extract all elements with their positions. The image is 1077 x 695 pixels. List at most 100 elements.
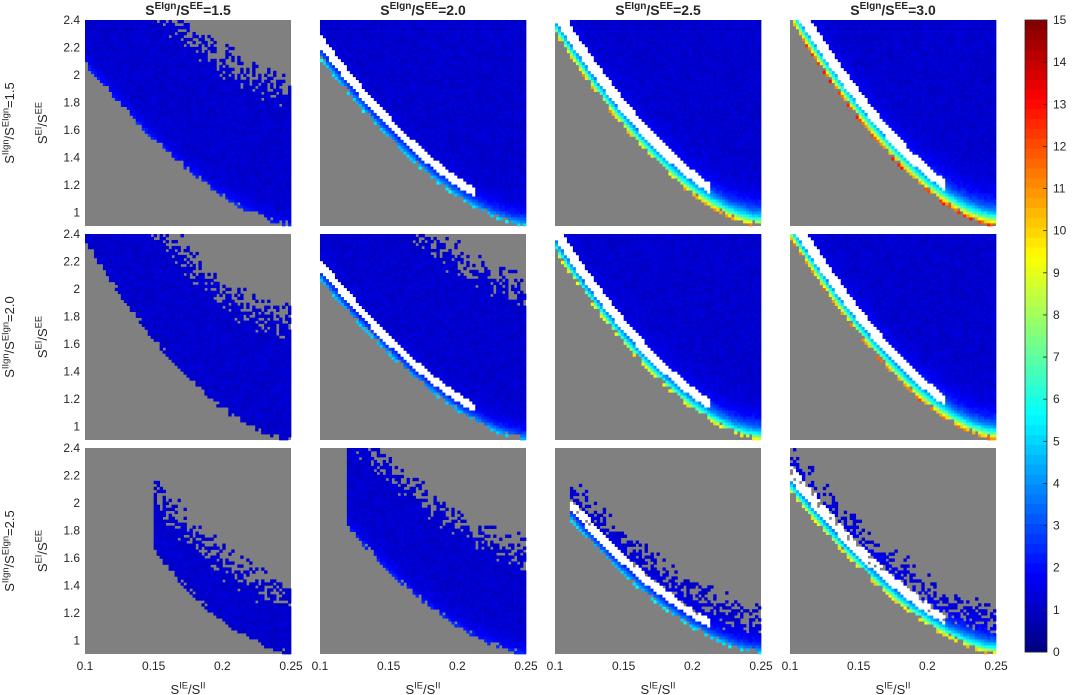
heatmap-cell: [397, 142, 401, 146]
heatmap-cell: [370, 73, 375, 78]
heatmap-cell: [442, 88, 446, 93]
heatmap-cell: [442, 85, 446, 90]
heatmap-cell: [352, 70, 357, 75]
heatmap-cell: [210, 139, 214, 143]
heatmap-cell: [264, 91, 268, 95]
heatmap-cell: [406, 55, 410, 60]
heatmap-cell: [138, 25, 143, 30]
heatmap-cell: [448, 49, 452, 54]
heatmap-cell: [234, 136, 238, 140]
heatmap-cell: [478, 181, 482, 185]
heatmap-cell: [361, 25, 366, 30]
heatmap-cell: [141, 43, 146, 48]
heatmap-cell: [346, 73, 351, 78]
heatmap-cell: [258, 97, 262, 101]
heatmap-cell: [385, 94, 390, 98]
heatmap-cell: [469, 184, 473, 188]
heatmap-cell: [126, 55, 131, 60]
heatmap-cell: [361, 64, 366, 69]
heatmap-cell: [204, 130, 208, 134]
heatmap-cell: [436, 112, 440, 116]
heatmap-cell: [430, 169, 434, 173]
heatmap-cell: [267, 163, 271, 167]
heatmap-cell: [285, 202, 289, 206]
heatmap-cell: [430, 121, 434, 125]
heatmap-cell: [141, 70, 146, 75]
heatmap-cell: [228, 97, 232, 101]
heatmap-cell: [273, 163, 277, 167]
heatmap-cell: [201, 124, 205, 128]
heatmap-cell: [285, 121, 289, 125]
heatmap-cell: [388, 55, 393, 60]
heatmap-cell: [478, 169, 482, 173]
heatmap-cell: [418, 70, 422, 75]
heatmap-cell: [463, 43, 467, 48]
heatmap-cell: [433, 85, 437, 90]
heatmap-cell: [427, 166, 431, 170]
heatmap-cell: [448, 112, 452, 116]
heatmap-cell: [222, 157, 226, 161]
heatmap-cell: [397, 25, 401, 30]
heatmap-cell: [403, 145, 407, 149]
heatmap-cell: [451, 130, 455, 134]
heatmap-cell: [150, 112, 155, 116]
heatmap-cell: [264, 154, 268, 158]
heatmap-cell: [463, 88, 467, 93]
heatmap-cell: [237, 166, 241, 170]
heatmap-cell: [320, 31, 324, 36]
heatmap-cell: [415, 94, 419, 98]
heatmap-cell: [234, 169, 238, 173]
heatmap-cell: [282, 130, 286, 134]
heatmap-cell: [246, 85, 250, 90]
heatmap-cell: [472, 91, 476, 95]
heatmap-cell: [153, 130, 158, 134]
heatmap-cell: [240, 109, 244, 113]
heatmap-cell: [219, 139, 223, 143]
heatmap-cell: [249, 196, 253, 200]
heatmap-cell: [439, 82, 443, 87]
heatmap-cell: [276, 151, 280, 155]
heatmap-cell: [343, 73, 348, 78]
heatmap-cell: [225, 136, 229, 140]
heatmap-cell: [406, 139, 410, 143]
heatmap-cell: [156, 46, 160, 51]
heatmap-cell: [99, 73, 104, 78]
heatmap-cell: [153, 49, 158, 54]
heatmap-cell: [147, 58, 152, 63]
heatmap-cell: [270, 133, 274, 137]
heatmap-cell: [237, 124, 241, 128]
heatmap-cell: [93, 28, 98, 33]
heatmap-cell: [288, 121, 292, 125]
heatmap-cell: [105, 61, 110, 66]
heatmap-cell: [454, 20, 458, 24]
heatmap-cell: [288, 184, 292, 188]
heatmap-cell: [138, 76, 143, 81]
heatmap-cell: [433, 172, 437, 176]
heatmap-cell: [412, 34, 416, 39]
heatmap-cell: [373, 25, 378, 30]
heatmap-cell: [430, 106, 434, 110]
heatmap-cell: [177, 115, 181, 119]
heatmap-cell: [478, 160, 482, 164]
heatmap-cell: [472, 67, 476, 72]
heatmap-cell: [246, 115, 250, 119]
heatmap-cell: [186, 157, 190, 161]
heatmap-cell: [237, 121, 241, 125]
heatmap-cell: [454, 175, 458, 179]
heatmap-cell: [379, 28, 384, 33]
heatmap-cell: [406, 91, 410, 95]
heatmap-cell: [99, 43, 104, 48]
heatmap-cell: [258, 166, 262, 170]
heatmap-cell: [141, 79, 146, 84]
heatmap-cell: [466, 49, 470, 54]
heatmap-cell: [466, 61, 470, 66]
heatmap-cell: [466, 79, 470, 84]
heatmap-cell: [421, 112, 425, 116]
heatmap-cell: [355, 46, 360, 51]
heatmap-cell: [261, 112, 265, 116]
heatmap-cell: [102, 49, 107, 54]
heatmap-cell: [210, 133, 214, 137]
heatmap-cell: [144, 130, 149, 134]
heatmap-cell: [171, 118, 175, 122]
heatmap-cell: [255, 190, 259, 194]
